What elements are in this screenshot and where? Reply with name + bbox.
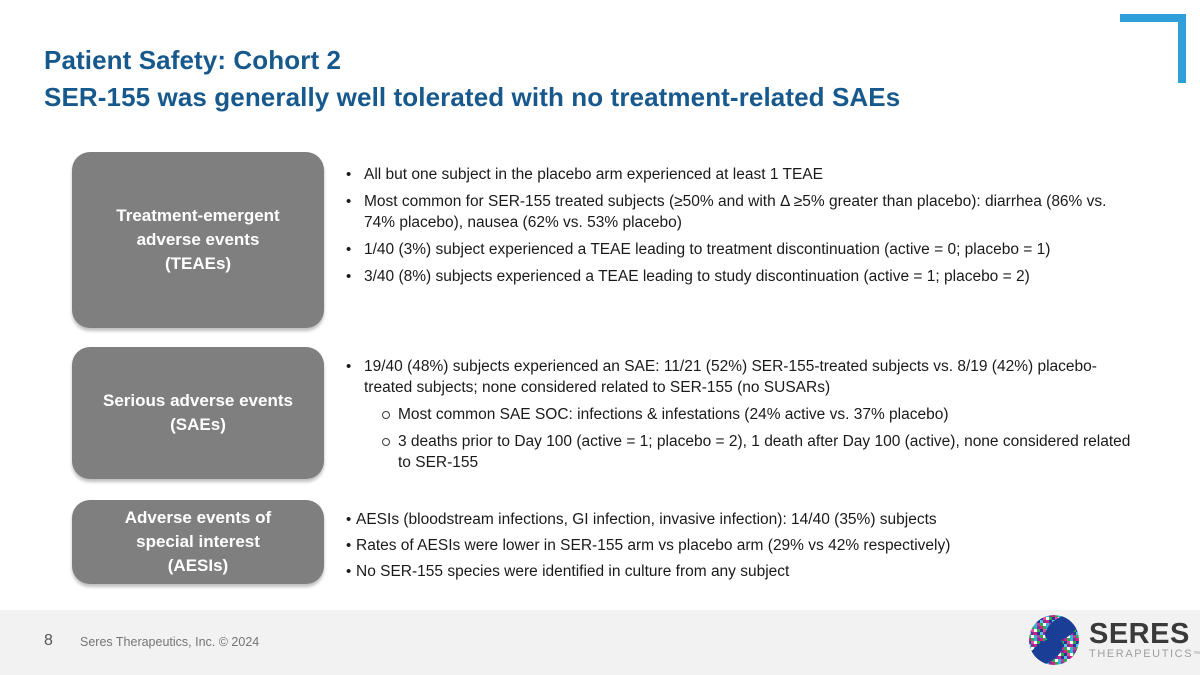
bullet-item: • 19/40 (48%) subjects experienced an SA…	[346, 356, 1136, 398]
bullet-text: 1/40 (3%) subject experienced a TEAE lea…	[364, 241, 1051, 258]
bullet-dot-icon: •	[346, 166, 352, 183]
sub-bullet-item: Most common SAE SOC: infections & infest…	[382, 404, 1136, 425]
corner-accent-shape	[1120, 14, 1186, 83]
bullet-dot-icon: •	[346, 193, 352, 210]
teae-box-line: adverse events	[136, 230, 260, 249]
bullet-item: • All but one subject in the placebo arm…	[346, 164, 1136, 185]
logo-name: SERES	[1089, 617, 1190, 650]
seres-logo-icon	[1029, 615, 1079, 665]
bullet-dot-icon: •	[346, 537, 352, 554]
bullet-text: No SER-155 species were identified in cu…	[356, 563, 790, 580]
title-line-2: SER-155 was generally well tolerated wit…	[44, 82, 901, 112]
bullet-text: 19/40 (48%) subjects experienced an SAE:…	[364, 358, 1097, 396]
sae-box: Serious adverse events (SAEs)	[72, 347, 324, 479]
aesi-box-line: Adverse events of	[124, 508, 272, 527]
bullet-item: • Most common for SER-155 treated subjec…	[346, 191, 1136, 233]
logo-subtitle-text: THERAPEUTICS	[1089, 647, 1194, 660]
bullet-circle-icon	[382, 431, 398, 473]
seres-logo-text: SERES THERAPEUTICS™	[1089, 617, 1200, 661]
bullet-dot-icon: •	[346, 358, 352, 375]
bullet-item: • AESIs (bloodstream infections, GI infe…	[346, 509, 1136, 530]
page-number: 8	[44, 632, 53, 649]
teae-bullet-list: • All but one subject in the placebo arm…	[346, 164, 1136, 293]
bullet-text: 3/40 (8%) subjects experienced a TEAE le…	[364, 268, 1030, 285]
aesi-bullet-list: • AESIs (bloodstream infections, GI infe…	[346, 509, 1136, 587]
sae-box-line: (SAEs)	[170, 415, 226, 434]
bullet-text: AESIs (bloodstream infections, GI infect…	[356, 511, 937, 528]
bullet-dot-icon: •	[346, 511, 352, 528]
bullet-item: • 1/40 (3%) subject experienced a TEAE l…	[346, 239, 1136, 260]
bullet-text: All but one subject in the placebo arm e…	[364, 166, 823, 183]
aesi-box-line: special interest	[136, 532, 260, 551]
copyright-text: Seres Therapeutics, Inc. © 2024	[80, 635, 260, 649]
title-line-1: Patient Safety: Cohort 2	[44, 45, 342, 75]
bullet-item: • Rates of AESIs were lower in SER-155 a…	[346, 535, 1136, 556]
slide-title: Patient Safety: Cohort 2 SER-155 was gen…	[44, 42, 900, 116]
aesi-box: Adverse events of special interest (AESI…	[72, 500, 324, 584]
sae-box-line: Serious adverse events	[103, 391, 293, 410]
aesi-box-line: (AESIs)	[167, 556, 229, 575]
bullet-text: Rates of AESIs were lower in SER-155 arm…	[356, 537, 951, 554]
bullet-dot-icon: •	[346, 268, 352, 285]
bullet-item: • No SER-155 species were identified in …	[346, 561, 1136, 582]
bullet-dot-icon: •	[346, 563, 352, 580]
sub-bullet-text: Most common SAE SOC: infections & infest…	[398, 406, 949, 423]
teae-box-line: Treatment-emergent	[116, 206, 280, 225]
seres-logo: SERES THERAPEUTICS™	[1028, 614, 1200, 666]
sae-bullet-list: • 19/40 (48%) subjects experienced an SA…	[346, 356, 1136, 479]
sub-bullet-text: 3 deaths prior to Day 100 (active = 1; p…	[398, 433, 1131, 471]
teae-box: Treatment-emergent adverse events (TEAEs…	[72, 152, 324, 328]
logo-subtitle: THERAPEUTICS™	[1089, 648, 1200, 661]
teae-box-line: (TEAEs)	[164, 254, 232, 273]
bullet-circle-icon	[382, 404, 398, 425]
bullet-item: • 3/40 (8%) subjects experienced a TEAE …	[346, 266, 1136, 287]
footer-band	[0, 610, 1200, 675]
bullet-dot-icon: •	[346, 241, 352, 258]
bullet-text: Most common for SER-155 treated subjects…	[364, 193, 1107, 231]
trademark-symbol: ™	[1193, 650, 1200, 658]
sub-bullet-item: 3 deaths prior to Day 100 (active = 1; p…	[382, 431, 1136, 473]
